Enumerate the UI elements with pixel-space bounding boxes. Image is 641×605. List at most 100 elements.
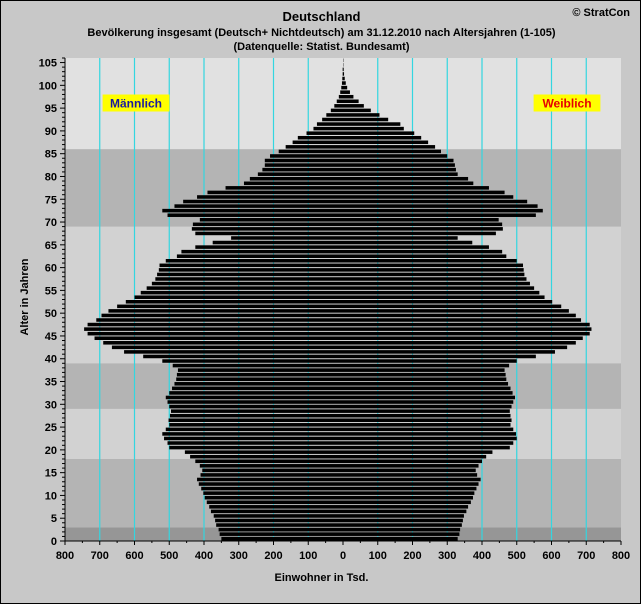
bar-female-age-27	[343, 414, 510, 418]
y-tick-label: 10	[45, 490, 57, 502]
bar-female-age-74	[343, 200, 527, 204]
bar-female-age-101	[343, 77, 345, 81]
bar-male-age-20	[169, 446, 343, 450]
bar-male-age-36	[177, 373, 343, 377]
bar-female-age-48	[343, 318, 581, 322]
bar-male-age-44	[95, 336, 343, 340]
bar-female-age-98	[343, 90, 350, 94]
bar-male-age-70	[200, 218, 343, 222]
bar-male-age-74	[183, 200, 343, 204]
bar-female-age-58	[343, 273, 524, 277]
bar-male-age-89	[307, 131, 343, 135]
bar-female-age-20	[343, 446, 510, 450]
bar-female-age-95	[343, 104, 364, 108]
bar-male-age-100	[342, 81, 343, 85]
bar-female-age-90	[343, 127, 404, 131]
bar-male-age-8	[207, 500, 343, 504]
bar-female-age-38	[343, 364, 509, 368]
bar-female-age-66	[343, 236, 458, 240]
bar-female-age-67	[343, 232, 496, 236]
bar-male-age-34	[174, 382, 343, 386]
bar-male-age-63	[181, 250, 343, 254]
bar-female-age-62	[343, 254, 506, 258]
bar-male-age-16	[200, 464, 343, 468]
x-tick-label: 100	[299, 550, 317, 562]
y-tick-label: 45	[45, 331, 57, 343]
bar-male-age-85	[279, 150, 343, 154]
x-tick-label: 800	[56, 550, 74, 562]
bar-female-age-36	[343, 373, 506, 377]
bar-female-age-18	[343, 455, 486, 459]
y-tick-label: 0	[51, 536, 57, 548]
bar-male-age-13	[197, 478, 343, 482]
bar-female-age-3	[343, 523, 462, 527]
bar-female-age-61	[343, 259, 517, 263]
bar-female-age-7	[343, 505, 468, 509]
bar-male-age-92	[322, 118, 343, 122]
bar-male-age-83	[265, 159, 343, 163]
bar-female-age-41	[343, 350, 555, 354]
bar-male-age-35	[176, 377, 343, 381]
x-tick-label: 500	[508, 550, 526, 562]
y-tick-label: 55	[45, 285, 57, 297]
bar-female-age-39	[343, 359, 517, 363]
bar-male-age-97	[339, 95, 343, 99]
bar-female-age-42	[343, 346, 567, 350]
bar-male-age-2	[219, 528, 343, 532]
bar-male-age-64	[195, 245, 343, 249]
bar-male-age-57	[155, 277, 343, 281]
bar-male-age-10	[203, 491, 343, 495]
bar-male-age-5	[214, 514, 343, 518]
bar-female-age-79	[343, 177, 468, 181]
bar-female-age-91	[343, 122, 400, 126]
bar-female-age-88	[343, 136, 421, 140]
bar-female-age-32	[343, 391, 513, 395]
bar-female-age-17	[343, 459, 482, 463]
bar-female-age-0	[343, 537, 458, 541]
x-tick-label: 700	[91, 550, 109, 562]
bar-male-age-72	[162, 209, 343, 213]
bar-female-age-57	[343, 277, 526, 281]
x-tick-label: 400	[473, 550, 491, 562]
bar-female-age-33	[343, 387, 510, 391]
bar-male-age-30	[168, 400, 343, 404]
bar-male-age-45	[88, 332, 343, 336]
x-tick-label: 300	[438, 550, 456, 562]
bar-female-age-103	[343, 68, 344, 72]
bar-female-age-68	[343, 227, 503, 231]
bar-male-age-25	[169, 423, 343, 427]
bar-male-age-71	[168, 213, 343, 217]
bar-female-age-84	[343, 154, 447, 158]
y-tick-label: 100	[39, 80, 57, 92]
bar-female-age-83	[343, 159, 454, 163]
y-tick-label: 60	[45, 263, 57, 275]
bar-female-age-19	[343, 450, 492, 454]
bar-male-age-15	[202, 469, 343, 473]
y-tick-label: 25	[45, 422, 57, 434]
y-tick-label: 15	[45, 468, 57, 480]
x-tick-label: 300	[230, 550, 248, 562]
bar-male-age-79	[250, 177, 343, 181]
bar-male-age-73	[174, 204, 343, 208]
bar-male-age-23	[162, 432, 343, 436]
bar-male-age-19	[185, 450, 343, 454]
x-tick-label: 600	[542, 550, 560, 562]
bar-female-age-25	[343, 423, 510, 427]
bar-male-age-6	[211, 510, 343, 514]
bar-male-age-62	[177, 254, 343, 258]
bar-male-age-38	[173, 364, 343, 368]
bar-male-age-78	[244, 182, 343, 186]
bar-male-age-21	[168, 441, 343, 445]
bar-female-age-22	[343, 437, 517, 441]
bar-male-age-82	[265, 163, 343, 167]
bar-female-age-60	[343, 264, 523, 268]
bar-female-age-15	[343, 469, 476, 473]
bar-male-age-51	[117, 305, 343, 309]
bar-female-age-2	[343, 528, 460, 532]
bar-male-age-42	[112, 346, 343, 350]
bar-female-age-64	[343, 245, 489, 249]
bar-female-age-37	[343, 368, 505, 372]
bar-female-age-16	[343, 464, 479, 468]
bar-male-age-9	[205, 496, 343, 500]
bar-male-age-26	[169, 418, 343, 422]
